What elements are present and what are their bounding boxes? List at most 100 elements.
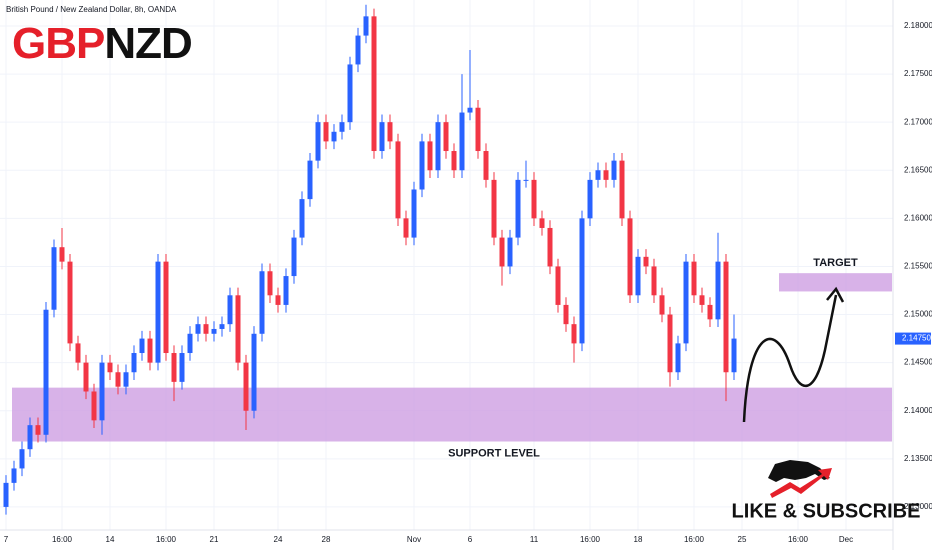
candle-body [291,237,297,277]
candle-body [251,333,257,411]
zone-label: SUPPORT LEVEL [448,447,540,459]
candle-body [323,122,329,142]
candle-body [723,261,729,373]
candle-body [3,482,9,507]
candle-body [643,256,649,267]
candle-body [475,107,481,152]
title-part: NZD [104,19,191,68]
candle-body [635,256,641,296]
candle-body [371,16,377,152]
candle-body [467,107,473,113]
zone [12,387,892,442]
candle-body [91,391,97,421]
candle-body [619,160,625,219]
x-tick-label: 6 [468,535,473,544]
x-tick-label: 16:00 [788,535,809,544]
candle-body [147,338,153,363]
x-tick-label: 7 [4,535,9,544]
candle-body [75,343,81,363]
x-tick-label: Nov [407,535,421,544]
y-tick-label: 2.17500 [904,69,932,78]
x-tick-label: 18 [634,535,643,544]
candle-body [99,362,105,421]
candle-body [651,266,657,296]
candle-body [419,141,425,190]
candle-body [563,304,569,325]
candle-body [283,276,289,305]
candle-body [595,170,601,180]
time-axis [0,530,893,550]
x-tick-label: 16:00 [684,535,705,544]
candle-body [515,179,521,238]
candle-body [571,324,577,344]
y-tick-label: 2.17000 [904,117,932,126]
candle-body [579,218,585,344]
candle-body [163,261,169,354]
chart-title: GBPNZD [12,19,192,68]
candle-body [491,179,497,238]
candle-body [267,271,273,296]
candle-body [27,425,33,450]
price-axis [893,0,932,550]
y-tick-label: 2.16000 [904,213,932,222]
candle-body [547,227,553,267]
candle-body [171,353,177,382]
candle-body [451,151,457,171]
candle-body [459,112,465,171]
candle-body [411,189,417,238]
candle-body [347,64,353,123]
candle-body [315,122,321,161]
candle-body [123,372,129,387]
candle-body [555,266,561,305]
candle-body [587,179,593,219]
candle-body [19,449,25,469]
x-tick-label: 28 [322,535,331,544]
y-tick-label: 2.16500 [904,165,932,174]
candle-body [659,295,665,315]
y-tick-label: 2.18000 [904,21,932,30]
candle-body [299,199,305,238]
candle-body [83,362,89,392]
candle-body [403,218,409,238]
zone-label: TARGET [813,257,858,269]
last-price-box [895,332,931,345]
candle-body [211,328,217,334]
candle-body [379,122,385,152]
candle-body [603,170,609,180]
y-tick-label: 2.14500 [904,358,932,367]
y-tick-label: 2.15500 [904,262,932,271]
header: British Pound / New Zealand Dollar, 8h, … [6,5,177,14]
candle-body [395,141,401,219]
y-tick-label: 2.14000 [904,406,932,415]
bull-logo [768,460,832,498]
candle-body [483,151,489,180]
x-tick-label: 16:00 [52,535,73,544]
candle-body [155,261,161,363]
candle-body [707,304,713,320]
candle-body [43,309,49,435]
y-tick-label: 2.13000 [904,502,932,511]
candle-body [531,179,537,219]
candle-body [435,122,441,171]
candle-body [363,16,369,36]
title-part: GBP [12,19,104,68]
candle-body [195,324,201,334]
candle-body [539,218,545,228]
candle-body [259,271,265,334]
last-price-label: 2.14750 [902,334,931,343]
candle-body [307,160,313,200]
candles [3,4,737,515]
candle-body [731,338,737,373]
candle-body [427,141,433,171]
candle-body [275,295,281,305]
x-tick-label: 14 [106,535,115,544]
candle-body [499,237,505,267]
candle-body [107,362,113,373]
zone [779,273,892,292]
candle-body [179,353,185,382]
candle-body [115,372,121,387]
x-tick-label: 25 [738,535,747,544]
arrow-head [826,286,845,303]
